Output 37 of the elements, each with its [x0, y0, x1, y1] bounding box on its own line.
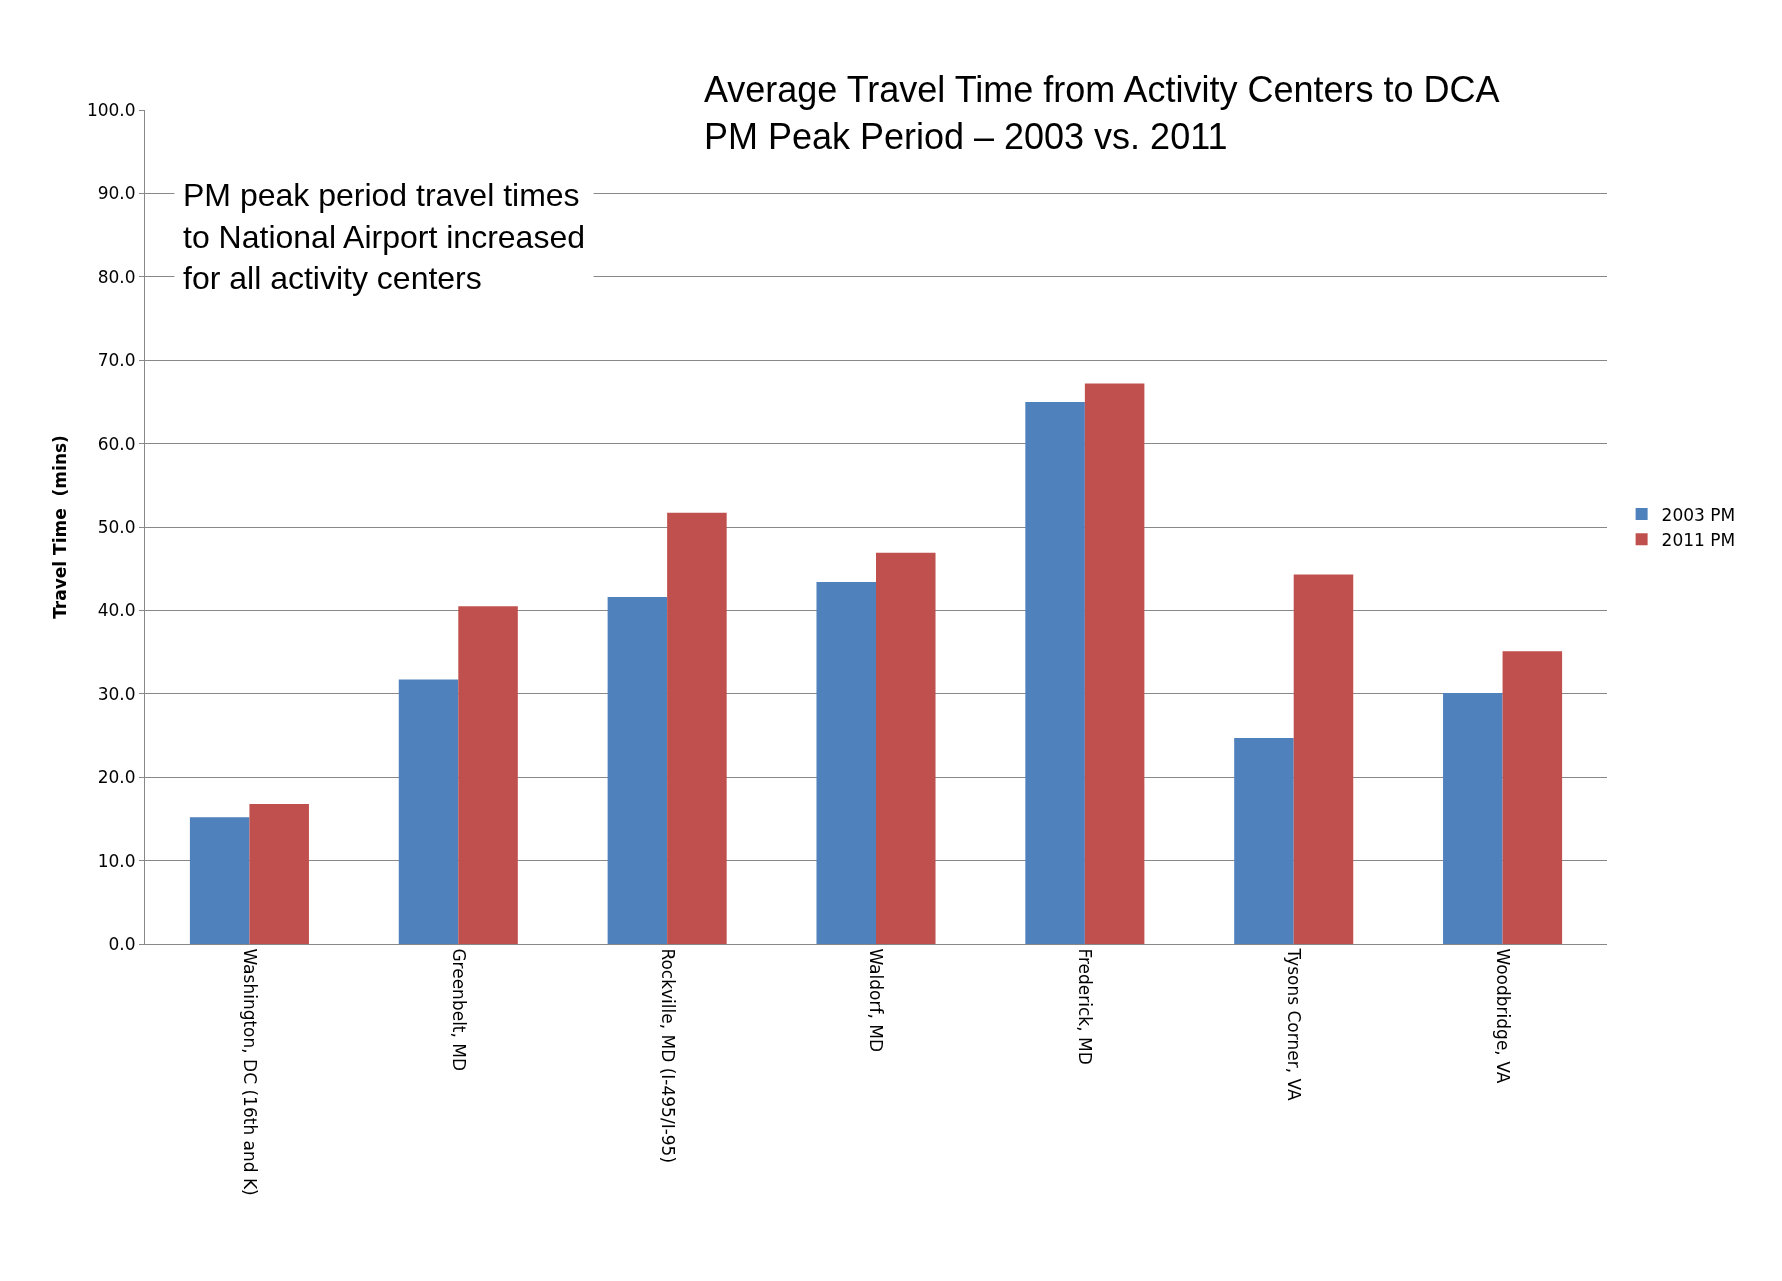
y-tick-label: 10.0	[97, 850, 136, 871]
y-tick-label: 50.0	[97, 516, 136, 537]
x-tick-label: Woodbridge, VA	[1493, 948, 1514, 1084]
x-tick-label: Waldorf, MD	[866, 948, 887, 1052]
bar	[1502, 651, 1563, 944]
bar	[816, 582, 876, 944]
bar	[876, 552, 936, 944]
bar	[458, 606, 518, 944]
y-tick-label: 0.0	[108, 933, 136, 954]
annotation: PM peak period travel times to National Airport increased for all activity centers	[183, 177, 585, 297]
y-tick-label: 70.0	[97, 350, 136, 371]
x-tick-label: Frederick, MD	[1075, 948, 1096, 1065]
legend-label: 2011 PM	[1661, 529, 1736, 550]
x-tick-label: Washington, DC (16th and K)	[239, 948, 260, 1196]
chart-title: Average Travel Time from Activity Centers to DCA PM Peak Period – 2003 vs. 2011	[703, 69, 1500, 157]
x-tick-label: Rockville, MD (I-495/I-95)	[657, 948, 678, 1164]
bar	[607, 597, 668, 944]
y-tick-label: 20.0	[97, 767, 136, 788]
y-axis-title: Travel Time (mins)	[50, 435, 71, 619]
bar	[1293, 574, 1354, 944]
bar	[1025, 401, 1085, 944]
bar	[1084, 383, 1145, 944]
y-tick-label: 100.0	[86, 99, 136, 120]
y-tick-label: 30.0	[97, 683, 136, 704]
bar	[189, 817, 250, 944]
x-tick-label: Greenbelt, MD	[448, 948, 469, 1072]
bar	[1443, 692, 1503, 944]
y-tick-label: 60.0	[97, 433, 136, 454]
y-tick-label: 80.0	[97, 266, 136, 287]
bar	[249, 803, 309, 944]
y-tick-label: 40.0	[97, 600, 136, 621]
bar	[667, 512, 727, 944]
bar	[398, 679, 459, 944]
bar	[1234, 738, 1294, 944]
legend-label: 2003 PM	[1661, 504, 1736, 525]
x-tick-label: Tysons Corner, VA	[1284, 947, 1305, 1102]
y-tick-label: 90.0	[97, 183, 136, 204]
